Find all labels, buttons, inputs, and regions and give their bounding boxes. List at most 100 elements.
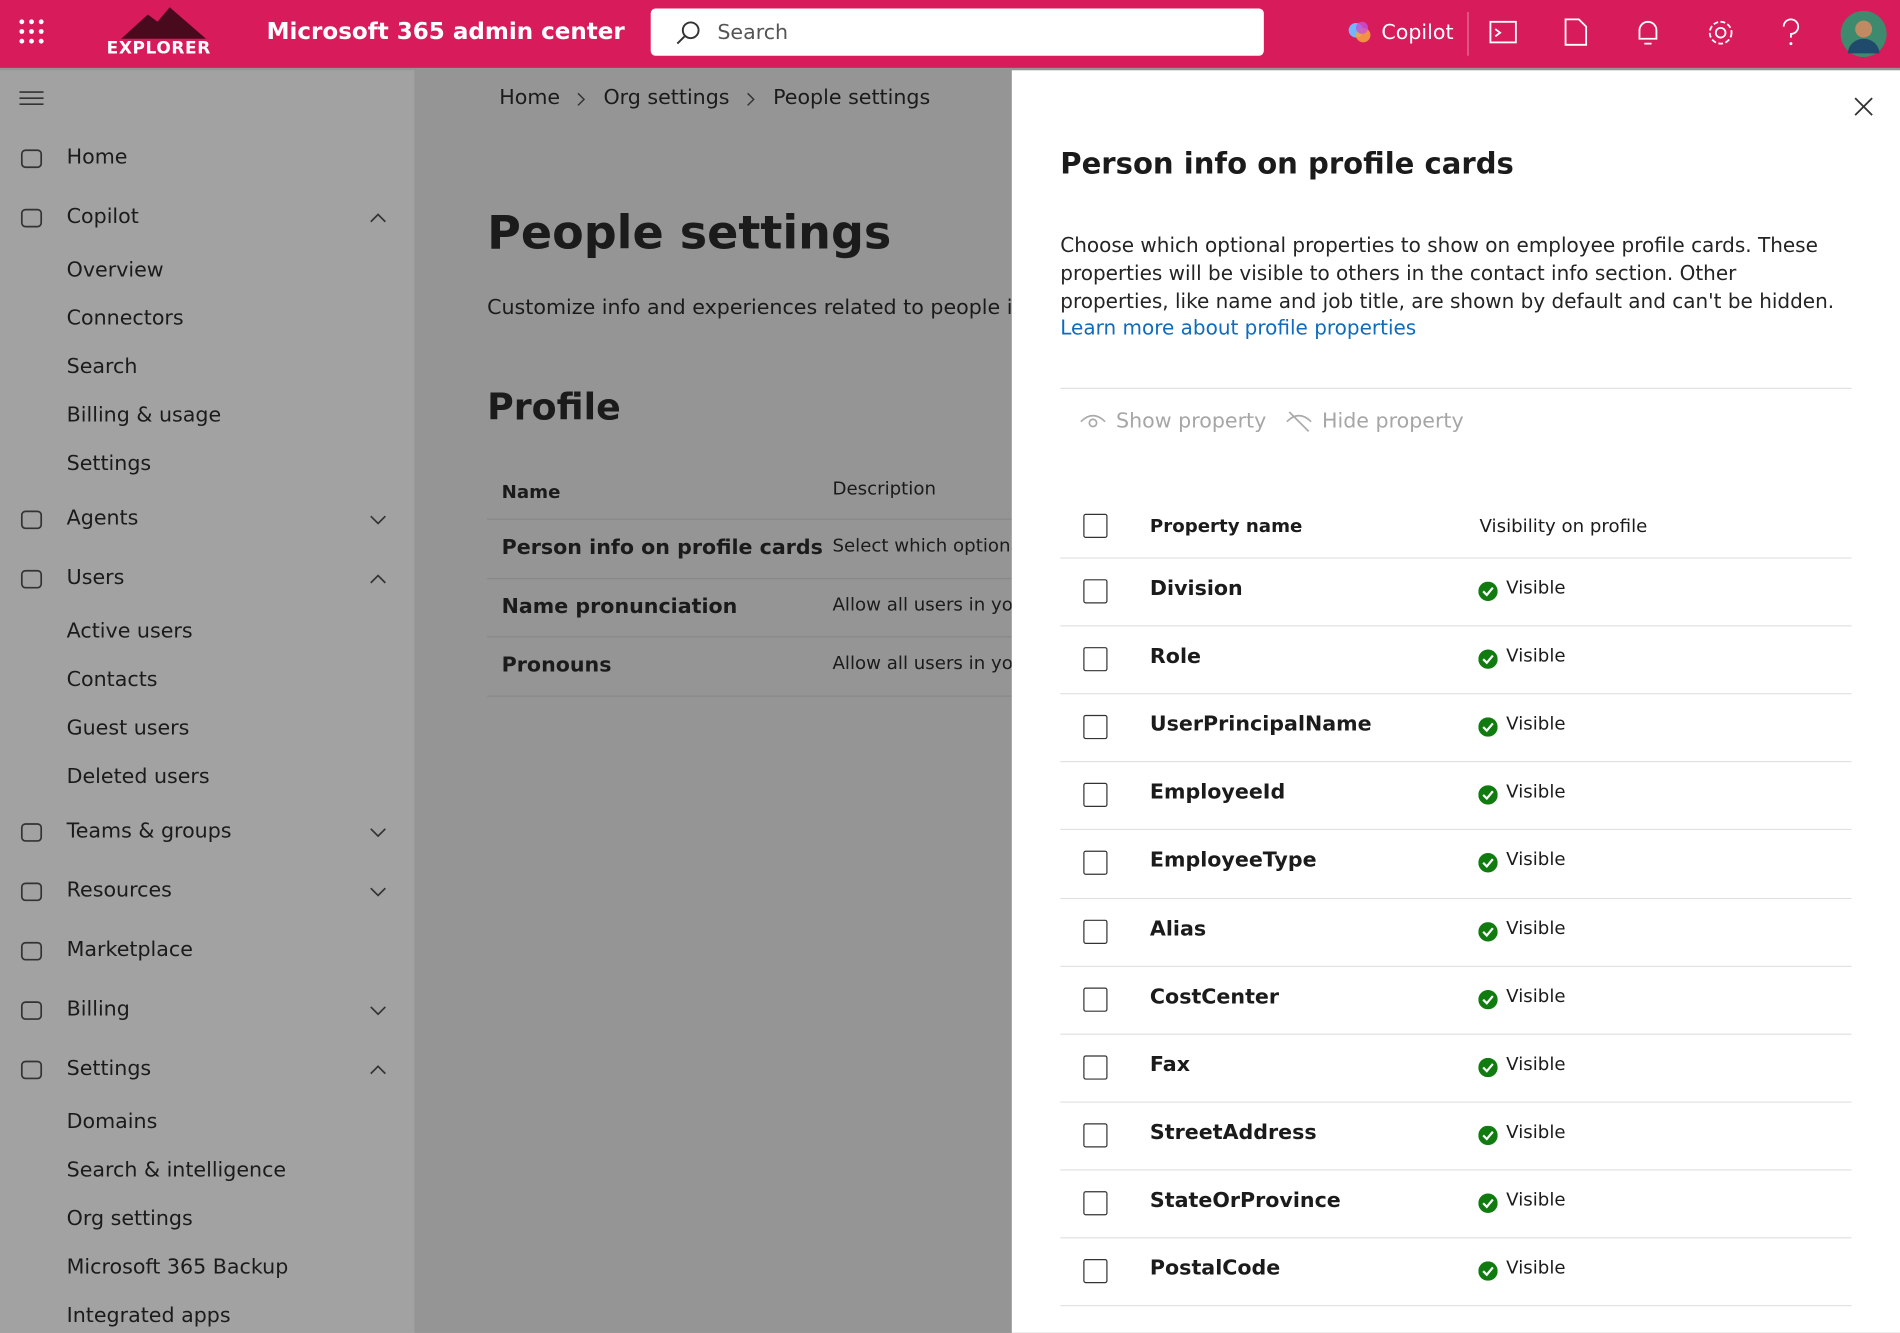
property-name: Division [1149, 576, 1243, 602]
nav-subitem[interactable]: Domains [66, 1109, 158, 1135]
visible-icon [1478, 649, 1498, 669]
row-divider [1060, 1305, 1852, 1307]
nav-subitem[interactable]: Integrated apps [66, 1303, 231, 1329]
settings-icon[interactable] [1706, 18, 1735, 47]
visibility-status: Visible [1506, 576, 1566, 599]
nav-icon [20, 881, 43, 901]
copilot-button[interactable]: Copilot [1381, 20, 1454, 45]
row-checkbox[interactable] [1083, 647, 1108, 672]
row-divider [1060, 829, 1852, 831]
visibility-status: Visible [1506, 848, 1566, 871]
nav-icon [20, 208, 43, 227]
nav-subitem[interactable]: Billing & usage [66, 403, 222, 428]
side-panel: Person info on profile cards Choose whic… [1011, 70, 1900, 1333]
row-checkbox[interactable] [1083, 579, 1108, 604]
visible-icon [1478, 853, 1498, 873]
property-name: Alias [1149, 916, 1207, 941]
row-divider [1060, 557, 1852, 559]
nav-chevron [370, 573, 386, 583]
row-divider rowline [487, 577, 1012, 579]
nav-subitem[interactable]: Microsoft 365 Backup [66, 1255, 289, 1280]
visibility-status: Visible [1506, 1256, 1566, 1279]
collapse-nav[interactable] [19, 90, 44, 107]
notifications-icon[interactable] [1636, 18, 1660, 47]
row-divider [1060, 965, 1852, 967]
row-checkbox[interactable] [1083, 783, 1108, 808]
row-checkbox[interactable] [1083, 919, 1108, 944]
row-checkbox[interactable] [1083, 1258, 1108, 1284]
hide-property-button[interactable]: Hide property [1321, 409, 1464, 434]
row-checkbox[interactable] [1083, 1055, 1108, 1080]
nav-item[interactable]: Home [66, 144, 128, 170]
nav-item[interactable]: Resources [66, 877, 172, 903]
cb[interactable] [1083, 513, 1108, 539]
breadcrumb-item[interactable]: Home [499, 86, 561, 111]
row-divider [1060, 625, 1852, 627]
setting-description: Allow all users in your o [832, 652, 1012, 675]
app-title[interactable]: Microsoft 365 admin center [266, 18, 625, 45]
show-icon [1080, 414, 1106, 428]
nav-item[interactable]: Billing [66, 996, 130, 1021]
nav-subitem[interactable]: Search & intelligence [66, 1158, 287, 1183]
nav-chevron [370, 514, 386, 525]
row-checkbox[interactable] [1083, 1190, 1108, 1216]
nav-subitem[interactable]: Org settings [66, 1206, 193, 1232]
row-checkbox[interactable] [1083, 1123, 1108, 1148]
nav-subitem[interactable]: Deleted users [66, 764, 210, 789]
row-checkbox[interactable] [1083, 987, 1108, 1012]
property-name: PostalCode [1149, 1256, 1281, 1281]
nav-subitem[interactable]: Overview [66, 258, 164, 283]
nav-icon [20, 1000, 43, 1020]
property-name: StreetAddress [1149, 1120, 1317, 1145]
row-checkbox[interactable] [1083, 715, 1108, 740]
nav-subitem[interactable]: Active users [66, 619, 193, 644]
column-header: Name [501, 481, 561, 503]
logo-mark [121, 7, 206, 39]
breadcrumb-item[interactable]: People settings [773, 86, 931, 111]
nav-item[interactable]: Copilot [66, 204, 139, 229]
setting-name[interactable]: Person info on profile cards [501, 535, 823, 560]
visible-icon [1478, 1125, 1498, 1145]
nav-icon [20, 569, 43, 588]
close-button[interactable] [1854, 97, 1873, 116]
nav-item[interactable]: Users [66, 565, 125, 590]
nav-chevron [370, 212, 386, 222]
divider [1060, 387, 1852, 389]
row-checkbox[interactable] [1083, 851, 1108, 876]
avatar[interactable] [1839, 10, 1887, 58]
visible-icon [1478, 785, 1498, 805]
visible-icon [1478, 1193, 1498, 1213]
breadcrumb-separator [577, 92, 586, 106]
property-name: Fax [1149, 1052, 1190, 1077]
top-bar: EXPLORER Microsoft 365 admin center Sear… [0, 0, 1900, 68]
nav-item[interactable]: Teams & groups [66, 818, 232, 843]
nav-item[interactable]: Agents [66, 505, 139, 531]
visibility-status: Visible [1506, 712, 1566, 735]
row-divider rowline [487, 636, 1012, 638]
panel-description: Choose which optional properties to show… [1060, 233, 1835, 313]
setting-name[interactable]: Pronouns [501, 653, 612, 678]
breadcrumb-item[interactable]: Org settings [603, 86, 730, 111]
copilot-icon [1348, 21, 1371, 43]
document-icon[interactable] [1563, 17, 1590, 49]
help-icon[interactable] [1781, 18, 1800, 47]
row-divider [1060, 1169, 1852, 1171]
visibility-status: Visible [1506, 644, 1566, 667]
learn-more-link[interactable]: Learn more about profile properties [1060, 316, 1417, 340]
nav-icon [20, 941, 43, 960]
nav-subitem[interactable]: Search [66, 355, 138, 380]
nav-item[interactable]: Marketplace [66, 937, 193, 962]
search-box[interactable]: Search [650, 8, 1264, 56]
nav-subitem[interactable]: Connectors [66, 306, 184, 331]
nav-subitem[interactable]: Settings [66, 451, 152, 477]
show-property-button[interactable]: Show property [1116, 409, 1267, 434]
terminal-icon[interactable] [1489, 19, 1518, 46]
nav-subitem[interactable]: Contacts [66, 667, 158, 692]
nav-item[interactable]: Settings [66, 1056, 152, 1081]
nav-subitem[interactable]: Guest users [66, 716, 190, 741]
hide-icon [1286, 411, 1312, 432]
setting-name[interactable]: Name pronunciation [501, 594, 738, 619]
visible-icon [1478, 1261, 1498, 1281]
app-launcher[interactable] [17, 17, 46, 46]
